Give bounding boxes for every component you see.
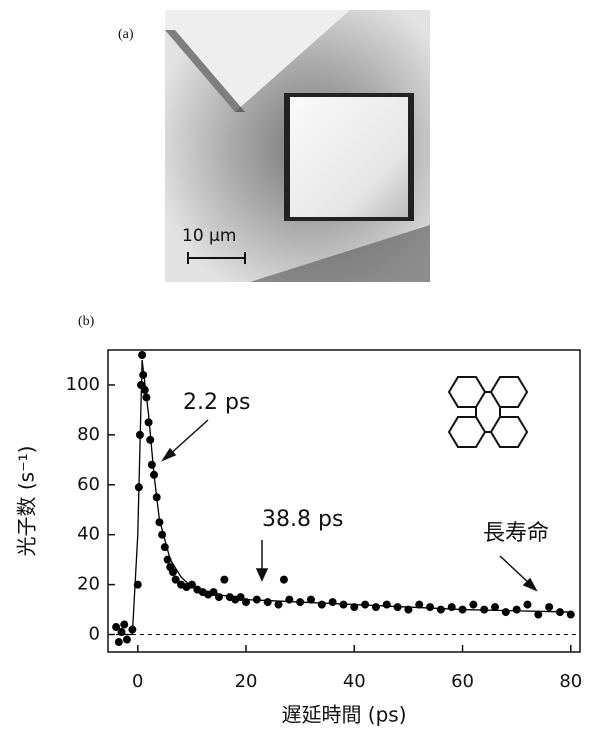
y-tick-label: 0	[89, 624, 100, 645]
data-point	[148, 461, 156, 469]
data-point	[513, 606, 521, 614]
x-tick-label: 80	[559, 671, 582, 692]
x-axis-label: 遅延時間 (ps)	[281, 703, 406, 727]
molecule	[449, 377, 527, 447]
data-point	[502, 608, 510, 616]
x-tick-label: 60	[451, 671, 474, 692]
y-axis-label: 光子数 (s⁻¹)	[15, 446, 39, 557]
y-tick-label: 80	[77, 424, 100, 445]
figure: (a) 10 µm (b) 0 20 40 60 80 0 20 40 60 80 100 遅延時間 …	[0, 0, 589, 729]
annotation: 長寿命	[483, 521, 549, 546]
data-point	[123, 636, 131, 644]
data-point	[120, 621, 128, 629]
panel-label: (b)	[78, 314, 95, 329]
data-point	[115, 638, 123, 646]
data-point	[285, 596, 293, 604]
page: (a) 10 µm (b) 0 20 40 60 80 0 20 40 60 80 100 遅延時間 …	[0, 0, 589, 733]
data-point	[383, 601, 391, 609]
scale-bar-label: 10 µm	[182, 226, 236, 246]
data-point	[138, 351, 146, 359]
data-point	[523, 601, 531, 609]
data-point	[545, 603, 553, 611]
y-tick-label: 60	[77, 474, 100, 495]
data-point	[437, 606, 445, 614]
data-point	[448, 603, 456, 611]
panel-label: (a)	[118, 27, 134, 42]
x-tick-label: 20	[235, 671, 258, 692]
data-point	[220, 576, 228, 584]
data-point	[329, 598, 337, 606]
y-tick-label: 20	[77, 574, 100, 595]
data-point	[280, 576, 288, 584]
data-point	[426, 603, 434, 611]
arrows	[163, 420, 536, 590]
data-point	[318, 601, 326, 609]
annotation: 38.8 ps	[262, 507, 343, 532]
annotation: 2.2 ps	[183, 390, 250, 415]
y-tick-label: 40	[77, 524, 100, 545]
y-tick-label: 100	[66, 374, 100, 395]
data-point	[372, 603, 380, 611]
x-tick-label: 0	[132, 671, 143, 692]
data-point	[264, 598, 272, 606]
data-point	[469, 601, 477, 609]
x-tick-label: 40	[343, 671, 366, 692]
